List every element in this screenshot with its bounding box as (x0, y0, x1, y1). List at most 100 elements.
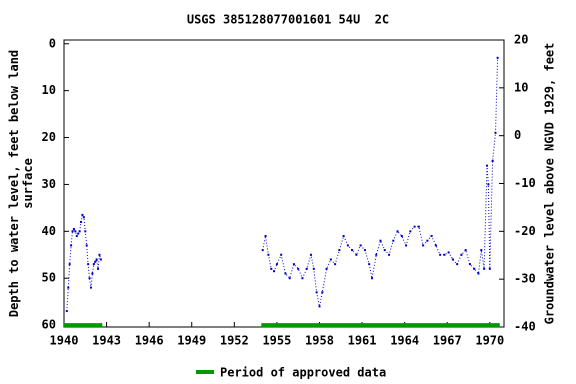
data-point (261, 249, 264, 252)
data-point (84, 230, 87, 233)
data-point (464, 249, 467, 252)
y2-tick-label: -20 (514, 224, 536, 238)
y2-tick-label: 10 (514, 80, 528, 94)
data-point (494, 131, 497, 134)
y-tick-label: 0 (49, 36, 56, 50)
x-tick-label: 1970 (475, 334, 504, 348)
y-axis-label-line: Depth to water level, feet below land (7, 50, 21, 317)
y2-axis-label: Groundwater level above NGVD 1929, feet (543, 43, 557, 325)
data-point (71, 230, 74, 233)
data-point (88, 277, 91, 280)
data-point (78, 230, 81, 233)
data-point (447, 251, 450, 254)
data-point (87, 263, 90, 266)
data-point (488, 267, 491, 270)
data-point (72, 227, 75, 230)
x-tick-label: 1946 (135, 334, 164, 348)
data-point (413, 225, 416, 228)
data-point (422, 244, 425, 247)
data-point (375, 253, 378, 256)
data-point (273, 270, 276, 273)
data-point (305, 267, 308, 270)
data-point (65, 310, 68, 313)
data-point (487, 183, 490, 186)
x-tick-label: 1952 (220, 334, 249, 348)
y-tick-label: 50 (42, 271, 56, 285)
data-point (483, 267, 486, 270)
data-point (85, 244, 88, 247)
data-point (396, 230, 399, 233)
data-point (392, 239, 395, 242)
data-point (409, 230, 412, 233)
data-point (70, 244, 73, 247)
data-point (405, 244, 408, 247)
data-point (77, 232, 80, 235)
data-point (82, 216, 85, 219)
y-tick-label: 20 (42, 130, 56, 144)
data-point (400, 235, 403, 238)
data-point (74, 230, 77, 233)
data-point (430, 235, 433, 238)
data-point (434, 244, 437, 247)
data-point (363, 249, 366, 252)
data-point (346, 244, 349, 247)
data-point (485, 164, 488, 167)
y-tick-label: 30 (42, 177, 56, 191)
data-point (99, 258, 102, 261)
data-point (334, 263, 337, 266)
data-point (312, 267, 315, 270)
y-axis-label-line: surface (21, 158, 35, 209)
data-point (321, 291, 324, 294)
data-point (473, 267, 476, 270)
data-point (417, 225, 420, 228)
x-tick-label: 1955 (262, 334, 291, 348)
data-point (355, 253, 358, 256)
data-point (443, 253, 446, 256)
data-point (95, 258, 98, 261)
data-point (496, 56, 499, 59)
data-point (329, 258, 332, 261)
data-point (297, 267, 300, 270)
data-point (280, 253, 283, 256)
data-point (338, 249, 341, 252)
data-point (379, 239, 382, 242)
y2-tick-label: -40 (514, 320, 536, 334)
y-tick-label: 60 (42, 318, 56, 332)
data-point (491, 159, 494, 162)
y2-tick-label: 20 (514, 33, 528, 47)
data-point (325, 267, 328, 270)
data-point (267, 253, 270, 256)
data-point (342, 235, 345, 238)
y2-tick-label: -10 (514, 176, 536, 190)
plot-frame (63, 39, 505, 328)
data-point (68, 263, 71, 266)
x-tick-label: 1961 (348, 334, 377, 348)
data-point (368, 263, 371, 266)
data-point (351, 249, 354, 252)
data-point (451, 258, 454, 261)
data-point (359, 244, 362, 247)
data-point (89, 286, 92, 289)
data-point (80, 220, 83, 223)
data-point (318, 305, 321, 308)
data-point (460, 253, 463, 256)
data-point (309, 253, 312, 256)
data-point (75, 235, 78, 238)
data-point (439, 253, 442, 256)
data-point (264, 235, 267, 238)
data-point (97, 267, 100, 270)
data-point (270, 267, 273, 270)
data-point (94, 260, 97, 263)
data-point (284, 272, 287, 275)
y2-tick-label: 0 (514, 128, 521, 142)
data-point (292, 263, 295, 266)
data-point (301, 277, 304, 280)
series-line (66, 57, 499, 312)
data-point (92, 263, 95, 266)
data-point (456, 263, 459, 266)
data-point (315, 291, 318, 294)
x-tick-label: 1949 (177, 334, 206, 348)
data-point (426, 239, 429, 242)
